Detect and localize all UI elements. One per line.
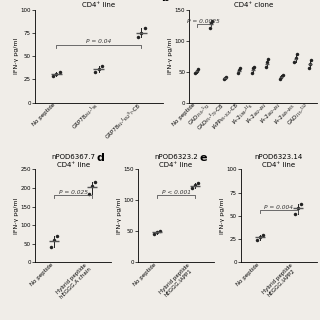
- Y-axis label: IFN-γ pg/ml: IFN-γ pg/ml: [220, 198, 225, 234]
- Text: P = 0.0025: P = 0.0025: [187, 19, 220, 24]
- Y-axis label: IFN-γ pg/ml: IFN-γ pg/ml: [14, 38, 19, 74]
- Y-axis label: IFN-γ pg/ml: IFN-γ pg/ml: [168, 38, 173, 74]
- Text: P = 0.04: P = 0.04: [86, 39, 111, 44]
- Text: P = 0.025: P = 0.025: [59, 190, 88, 195]
- Title: nPOD6323.2
CD4⁺ line: nPOD6323.2 CD4⁺ line: [154, 154, 198, 168]
- Title: nPOD6367.7
CD4⁺ line: nPOD6367.7 CD4⁺ line: [51, 154, 95, 168]
- Y-axis label: IFN-γ pg/ml: IFN-γ pg/ml: [14, 198, 19, 234]
- Text: b: b: [162, 0, 169, 3]
- Text: d: d: [96, 153, 104, 163]
- Title: nPOD6323.13
CD4⁺ line: nPOD6323.13 CD4⁺ line: [75, 0, 123, 8]
- Text: P = 0.004: P = 0.004: [264, 205, 293, 210]
- Title: T1D.7.s7
CD4⁺ clone: T1D.7.s7 CD4⁺ clone: [234, 0, 273, 8]
- Text: P < 0.001: P < 0.001: [162, 190, 190, 195]
- Title: nPOD6323.14
CD4⁺ line: nPOD6323.14 CD4⁺ line: [255, 154, 303, 168]
- Y-axis label: IFN-γ pg/ml: IFN-γ pg/ml: [117, 198, 122, 234]
- Text: e: e: [199, 153, 207, 163]
